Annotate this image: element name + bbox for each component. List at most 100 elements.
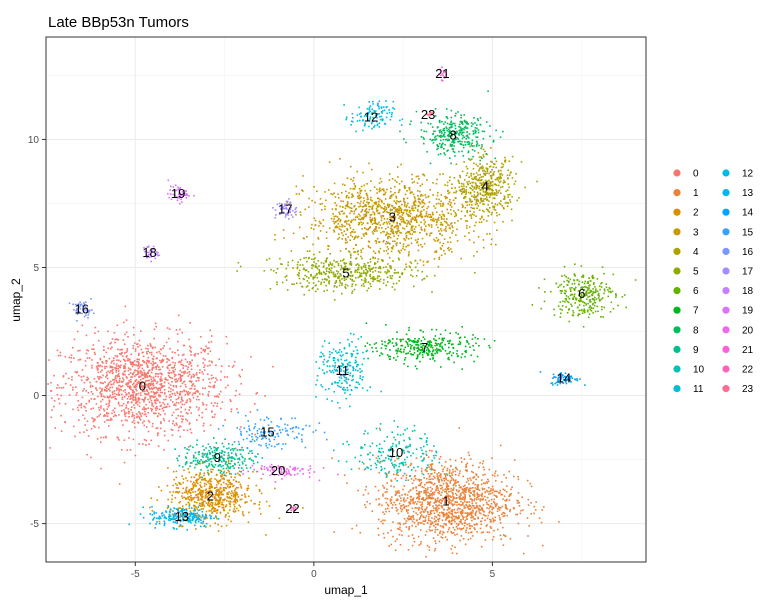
data-point [435, 198, 438, 200]
data-point [209, 488, 211, 490]
data-point [77, 400, 79, 402]
data-point [346, 227, 348, 230]
data-point [57, 354, 60, 357]
data-point [136, 401, 138, 403]
data-point [197, 498, 200, 500]
data-point [115, 367, 118, 369]
data-point [137, 367, 140, 369]
data-point [397, 512, 400, 515]
data-point [234, 476, 236, 479]
data-point [473, 162, 475, 165]
data-point [463, 197, 465, 200]
data-point [479, 193, 482, 195]
data-point [463, 516, 465, 518]
data-point [515, 513, 517, 516]
data-point [448, 521, 451, 523]
data-point [113, 411, 116, 413]
data-point [138, 365, 141, 368]
data-point [486, 233, 488, 235]
data-point [481, 479, 483, 481]
data-point [477, 152, 480, 154]
data-point [447, 497, 450, 499]
data-point [508, 499, 511, 501]
data-point [86, 357, 89, 359]
data-point [210, 468, 212, 471]
data-point [476, 494, 479, 496]
data-point [71, 379, 73, 381]
data-point [462, 485, 465, 488]
data-point [200, 516, 202, 519]
data-point [369, 273, 372, 276]
data-point [183, 429, 185, 431]
data-point [130, 363, 132, 366]
data-point [201, 490, 204, 492]
data-point [430, 232, 433, 234]
data-point [78, 374, 80, 377]
data-point [310, 274, 312, 276]
data-point [220, 476, 222, 478]
data-point [154, 401, 156, 404]
data-point [464, 494, 466, 496]
data-point [485, 191, 488, 194]
data-point [391, 277, 393, 280]
data-point [127, 367, 130, 369]
data-point [82, 414, 84, 416]
data-point [488, 500, 490, 502]
data-point [413, 204, 415, 206]
data-point [153, 337, 155, 340]
data-point [345, 262, 348, 265]
data-point [359, 190, 362, 192]
data-point [390, 485, 392, 487]
data-point [347, 219, 350, 222]
data-point [458, 186, 461, 188]
data-point [482, 488, 484, 491]
data-point [202, 490, 205, 492]
data-point [174, 368, 176, 371]
data-point [228, 479, 231, 482]
data-point [404, 208, 407, 211]
data-point [446, 208, 448, 211]
data-point [220, 474, 222, 477]
data-point [435, 501, 438, 503]
data-point [359, 192, 361, 194]
data-point [462, 488, 465, 491]
data-point [130, 381, 132, 383]
data-point [438, 504, 440, 507]
data-point [420, 210, 423, 212]
data-point [458, 515, 460, 517]
data-point [349, 224, 351, 227]
data-point [449, 236, 451, 239]
data-point [111, 386, 114, 389]
data-point [452, 496, 455, 498]
data-point [178, 481, 180, 484]
data-point [431, 472, 433, 475]
data-point [124, 370, 126, 373]
data-point [446, 512, 448, 514]
data-point [437, 202, 440, 205]
data-point [135, 399, 137, 402]
data-point [352, 247, 355, 250]
data-point [447, 224, 449, 226]
data-point [211, 486, 214, 489]
data-point [389, 236, 392, 239]
data-point [449, 499, 451, 501]
data-point [456, 528, 459, 530]
data-point [395, 201, 397, 204]
data-point [463, 197, 466, 199]
data-point [432, 468, 434, 471]
data-point [179, 385, 182, 388]
data-point [125, 383, 127, 385]
data-point [382, 495, 384, 497]
data-point [464, 496, 466, 498]
data-point [181, 354, 184, 356]
data-point [423, 223, 426, 225]
data-point [89, 386, 92, 388]
data-point [203, 485, 206, 487]
data-point [207, 480, 210, 482]
data-point [109, 394, 111, 397]
data-point [219, 498, 222, 500]
data-point [134, 342, 136, 344]
data-point [69, 384, 72, 386]
data-point [465, 190, 467, 193]
data-point [111, 366, 114, 368]
